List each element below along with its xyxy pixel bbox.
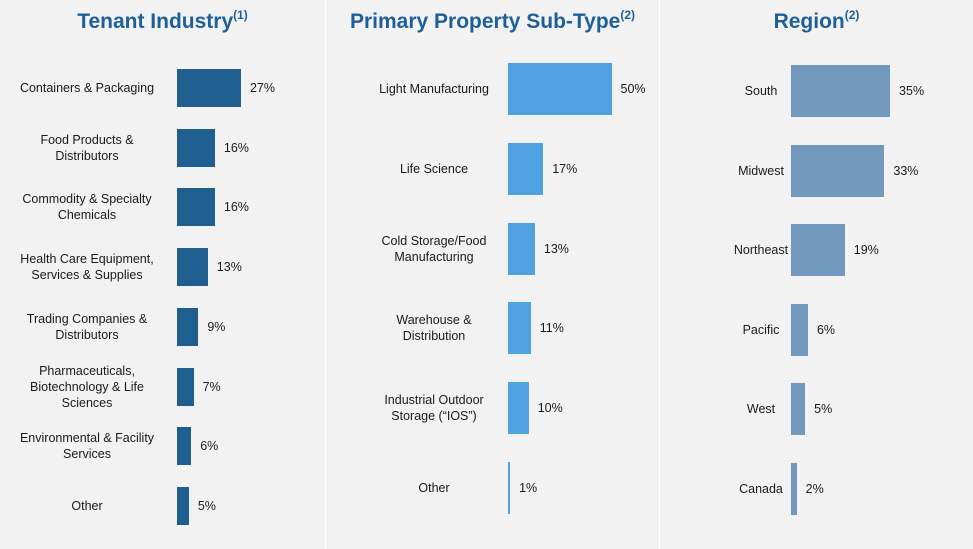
category-label: West: [746, 402, 776, 417]
bar: [177, 307, 199, 346]
category-label: Pharmaceuticals, Biotechnology & Life Scie…: [30, 363, 144, 410]
category-label: Warehouse & Distribution: [396, 313, 472, 344]
value-label: 5%: [197, 498, 216, 513]
category-label: Cold Storage/Food Manufacturing: [381, 233, 487, 264]
bar: [177, 367, 194, 406]
bar: [177, 69, 241, 107]
value-label: 2%: [805, 482, 824, 496]
bar: [177, 427, 192, 466]
category-label: Industrial Outdoor Storage (“IOS”): [384, 393, 484, 424]
bar: [508, 302, 531, 355]
value-label: 50%: [620, 82, 646, 96]
category-label: Midwest: [738, 163, 784, 178]
panel-title-tenant: Tenant Industry(1): [0, 8, 325, 34]
title-text: Primary Property Sub-Type: [349, 10, 621, 33]
category-label: Health Care Equipment, Services & Supplie…: [20, 252, 154, 283]
value-label: 5%: [814, 402, 833, 417]
bar: [177, 486, 189, 525]
category-label: Containers & Packaging: [19, 81, 155, 95]
category-label: Environmental & Facility Services: [19, 431, 155, 462]
bar: [508, 63, 612, 115]
panel-title-subtype: Primary Property Sub-Type(2): [326, 8, 659, 34]
category-label: South: [744, 84, 778, 98]
category-label: Light Manufacturing: [379, 82, 489, 96]
panel-title-region: Region(2): [660, 8, 973, 34]
value-label: 35%: [899, 84, 925, 98]
value-label: 16%: [223, 200, 249, 215]
title-text: Region: [773, 10, 845, 33]
title-footnote: (1): [233, 8, 248, 22]
bar: [791, 65, 891, 117]
bar: [791, 224, 845, 277]
bar: [791, 463, 797, 515]
value-label: 10%: [537, 401, 563, 416]
value-label: 13%: [216, 260, 242, 275]
panel-property-subtype: Primary Property Sub-Type(2) Light Manuf…: [326, 0, 659, 549]
value-label: 9%: [207, 319, 226, 334]
bar: [791, 383, 806, 436]
value-label: 17%: [552, 161, 578, 176]
category-label: Other: [71, 498, 103, 513]
title-text: Tenant Industry: [77, 10, 234, 33]
category-label: Pacific: [742, 322, 780, 337]
value-label: 13%: [543, 241, 569, 256]
value-label: 1%: [519, 481, 538, 495]
divider: [325, 12, 326, 544]
value-label: 33%: [893, 163, 919, 178]
category-label: Life Science: [399, 161, 469, 176]
category-label: Commodity & Specialty Chemicals: [22, 192, 152, 223]
bar: [177, 128, 215, 167]
bar: [508, 462, 511, 514]
value-label: 27%: [249, 81, 276, 95]
bar: [508, 382, 529, 435]
bar: [177, 248, 208, 287]
value-label: 11%: [539, 321, 564, 336]
divider: [659, 12, 660, 544]
category-label: Food Products & Distributors: [40, 132, 134, 163]
category-label: Other: [418, 481, 450, 495]
value-label: 6%: [200, 439, 219, 454]
bar: [791, 144, 885, 197]
bar: [508, 142, 544, 195]
bar: [508, 222, 535, 275]
category-label: Northeast: [733, 243, 789, 258]
title-footnote: (2): [620, 8, 636, 22]
category-label: Trading Companies & Distributors: [26, 311, 148, 342]
value-label: 16%: [223, 140, 249, 155]
panel-region: Region(2) South 35% Midwest 33% Northeast 19%…: [660, 0, 973, 549]
value-label: 6%: [816, 322, 836, 337]
bar: [791, 303, 808, 356]
value-label: 7%: [202, 379, 221, 394]
title-footnote: (2): [844, 8, 860, 22]
category-label: Canada: [739, 482, 783, 496]
panel-tenant-industry: Tenant Industry(1) Containers & Packagin…: [0, 0, 325, 549]
bar: [177, 188, 215, 227]
value-label: 19%: [853, 243, 879, 258]
